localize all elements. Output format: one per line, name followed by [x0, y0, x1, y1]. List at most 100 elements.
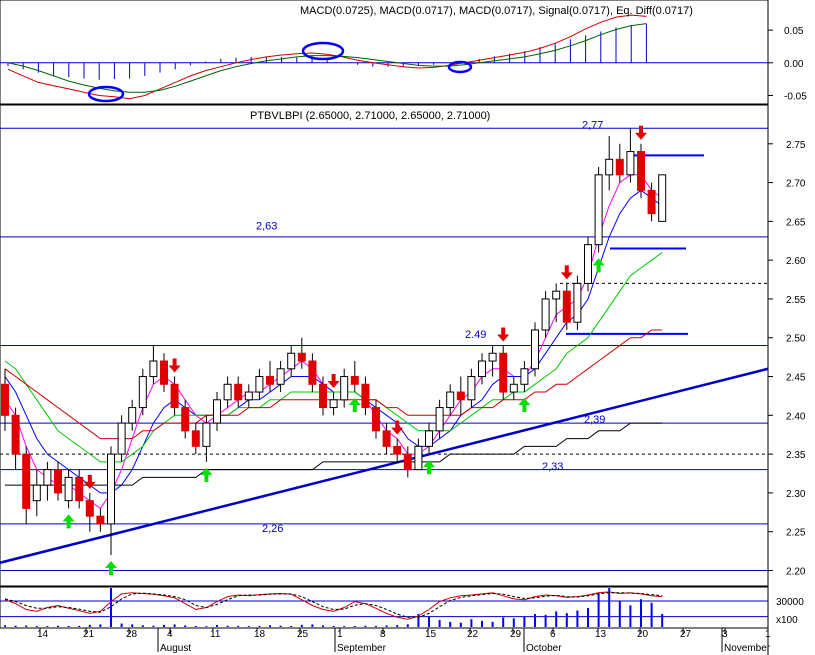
- candle-body: [234, 383, 243, 401]
- price-y-tick-label: 2.55: [786, 295, 806, 306]
- candle-body: [1, 383, 9, 416]
- candle-body: [541, 298, 550, 331]
- candle-body: [361, 383, 370, 409]
- candle-body: [244, 391, 253, 401]
- candle-body: [43, 469, 52, 486]
- price-y-tick-label: 2.75: [786, 140, 806, 151]
- candle-body: [297, 352, 306, 362]
- month-label: November: [724, 643, 771, 654]
- candle-body: [446, 391, 455, 409]
- x-tick-label: 13: [595, 629, 607, 640]
- buy-arrow: [423, 460, 435, 475]
- x-tick-label: 3: [722, 629, 728, 640]
- x-tick-label: 1: [765, 629, 771, 640]
- candle-body: [658, 174, 667, 222]
- candle-body: [594, 174, 603, 246]
- candle-body: [128, 407, 137, 424]
- price-y-tick-label: 2.35: [786, 450, 806, 461]
- candle-body: [181, 407, 190, 432]
- price-title: PTBVLBPI (2.65000, 2.71000, 2.65000, 2.7…: [250, 110, 490, 122]
- price-y-tick-label: 2.50: [786, 334, 806, 345]
- x-tick-label: 18: [254, 629, 266, 640]
- macd-y-tick-label: 0.05: [784, 26, 804, 37]
- candle-body: [149, 360, 158, 378]
- candle-body: [202, 422, 211, 447]
- macd-title: MACD(0.0725), MACD(0.0717), MACD(0.0717)…: [300, 5, 693, 17]
- candle-body: [647, 189, 656, 215]
- candle-body: [393, 445, 402, 455]
- candle-body: [287, 352, 296, 370]
- candle-body: [308, 360, 317, 385]
- candle-body: [329, 399, 338, 409]
- candle-body: [414, 445, 423, 471]
- volume-y-tick-label: 30000: [776, 597, 804, 608]
- macd-series-line: [7, 23, 647, 93]
- candle-body: [54, 469, 62, 494]
- x-tick-label: 8: [380, 629, 386, 640]
- candle-body: [255, 376, 264, 393]
- candle-body: [573, 282, 582, 323]
- buy-arrow: [592, 258, 605, 273]
- x-tick-label: 28: [126, 629, 138, 640]
- level-label: 2,77: [582, 119, 603, 131]
- sell-arrow: [168, 358, 181, 373]
- x-tick-label: 4: [167, 629, 173, 640]
- macd-ellipse-bottom: [87, 85, 125, 103]
- macd-y-tick-label: 0.00: [784, 59, 804, 70]
- candle-body: [531, 329, 539, 370]
- candle-body: [478, 360, 486, 378]
- stochastic-d-line: [4, 592, 663, 618]
- buy-arrow: [62, 514, 75, 529]
- candle-body: [276, 368, 285, 385]
- price-y-tick-label: 2.70: [786, 179, 806, 190]
- candle-body: [552, 290, 561, 300]
- candle-body: [266, 376, 274, 385]
- macd-ellipse-cross: [447, 60, 473, 74]
- candle-body: [32, 484, 41, 502]
- month-label: September: [337, 643, 387, 654]
- sell-arrow: [327, 374, 340, 389]
- month-label: August: [160, 643, 191, 654]
- candle-body: [425, 430, 433, 447]
- candle-body: [213, 399, 221, 424]
- candle-body: [626, 151, 635, 176]
- x-tick-label: 11: [210, 629, 221, 640]
- candle-body: [96, 515, 105, 525]
- candle-body: [350, 376, 359, 385]
- candle-body: [64, 476, 73, 502]
- level-label: 2,33: [542, 461, 563, 473]
- candle-body: [509, 383, 518, 393]
- x-tick-label: 22: [467, 629, 479, 640]
- candle-body: [319, 383, 327, 409]
- candle-body: [11, 414, 20, 455]
- candle-body: [467, 376, 476, 401]
- buy-arrow: [105, 560, 117, 575]
- candle-body: [520, 368, 529, 385]
- candle-body: [138, 376, 147, 409]
- panel-frame: [0, 586, 769, 629]
- x-tick-label: 29: [510, 629, 522, 640]
- level-label: 2,63: [256, 220, 277, 232]
- candle-body: [191, 430, 200, 447]
- candle-body: [372, 407, 380, 432]
- candle-body: [75, 476, 84, 502]
- price-y-tick-label: 2.20: [786, 566, 806, 577]
- candle-body: [22, 453, 31, 509]
- month-label: October: [526, 643, 562, 654]
- sell-arrow: [497, 327, 510, 342]
- candle-body: [637, 151, 645, 191]
- candle-body: [340, 376, 349, 401]
- macd-y-tick-label: -0.05: [784, 91, 807, 102]
- candle-body: [605, 158, 614, 176]
- macd-series-line: [7, 14, 647, 100]
- candle-body: [382, 430, 391, 447]
- candle-body: [223, 383, 232, 401]
- candle-body: [615, 158, 624, 176]
- x-tick-label: 27: [680, 629, 692, 640]
- price-y-tick-label: 2.25: [786, 528, 806, 539]
- candle-body: [170, 383, 179, 409]
- sell-arrow: [635, 125, 647, 140]
- candle-body: [403, 453, 412, 471]
- x-tick-label: 6: [550, 629, 556, 640]
